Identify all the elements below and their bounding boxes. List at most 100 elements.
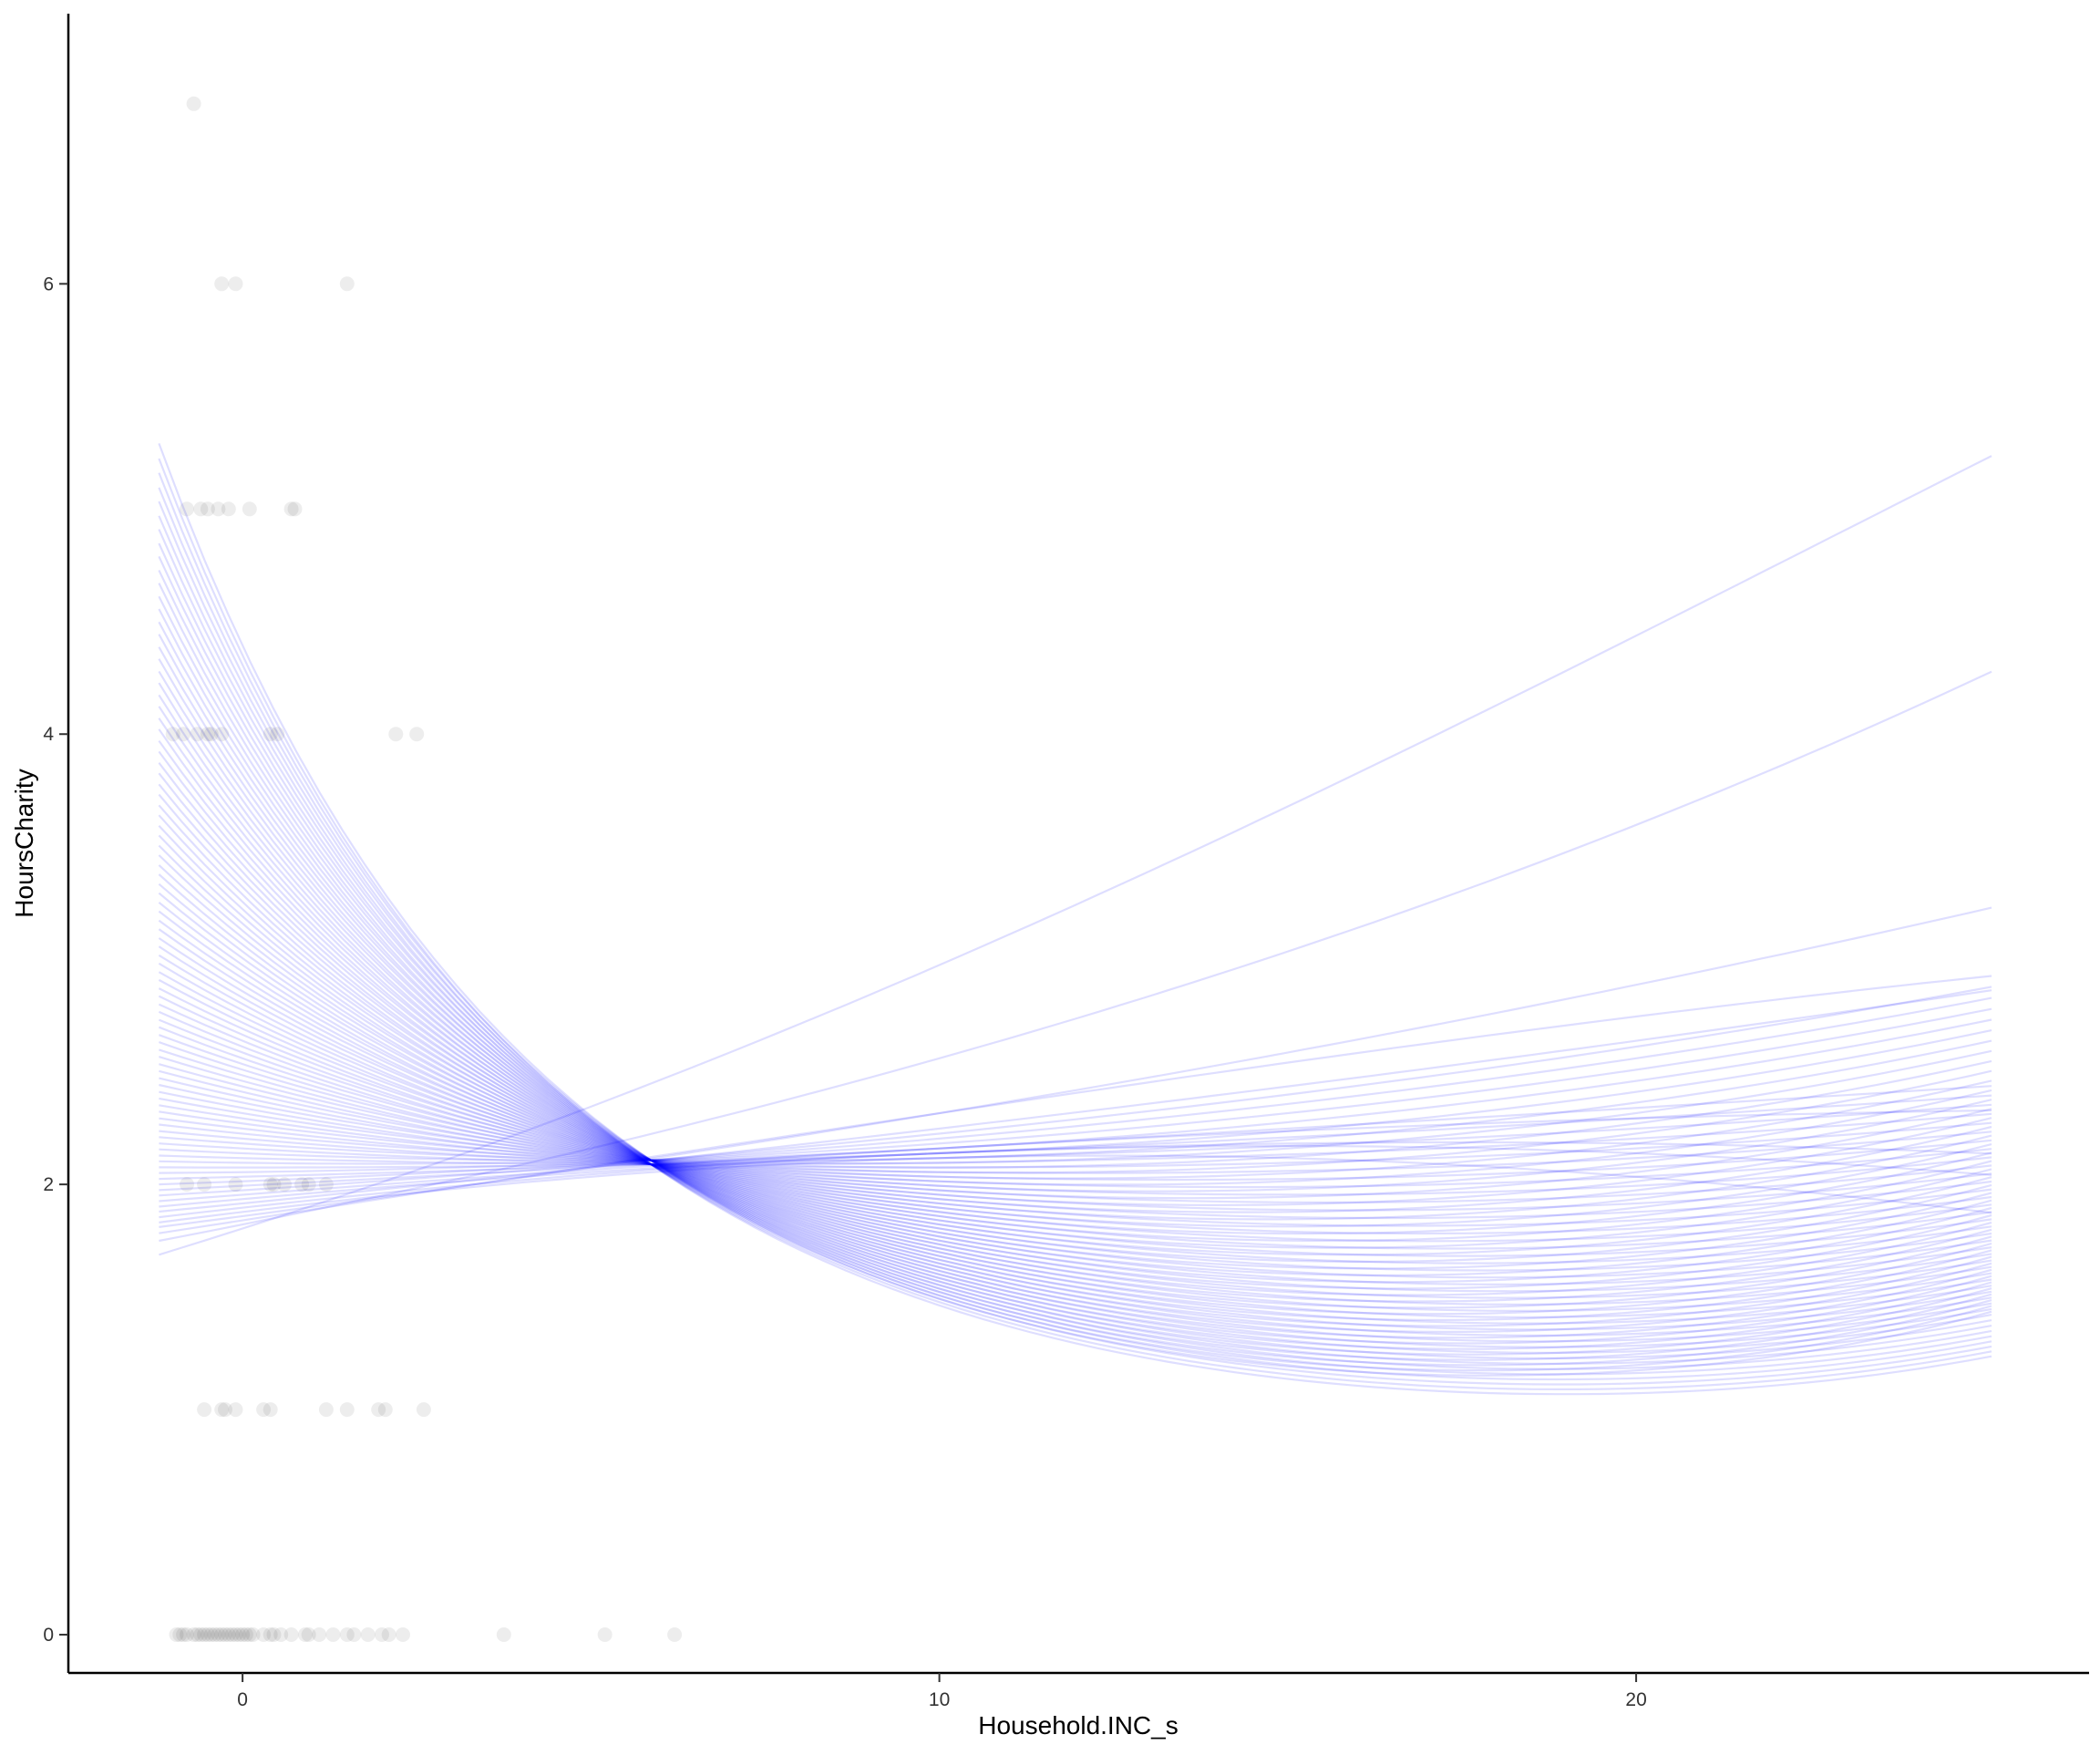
x-tick-label: 0	[237, 1689, 248, 1710]
data-point	[339, 276, 355, 292]
fitted-curve	[158, 910, 1992, 1256]
data-point	[388, 727, 404, 742]
fitted-curve	[158, 804, 1992, 1318]
fitted-curve	[158, 621, 1992, 1365]
data-point	[221, 1627, 236, 1642]
data-point	[197, 1627, 212, 1642]
data-point	[197, 1402, 212, 1418]
data-point	[339, 1402, 355, 1418]
data-point	[176, 727, 191, 742]
data-point	[228, 276, 243, 292]
data-point	[186, 1627, 201, 1642]
data-point	[228, 1402, 243, 1418]
fitted-curve	[158, 883, 1992, 1293]
fitted-curve	[159, 1117, 1992, 1182]
fitted-curve	[159, 975, 1992, 1234]
data-point	[371, 1402, 386, 1418]
fitted-curve	[159, 1077, 1992, 1203]
fitted-curves	[158, 443, 1992, 1396]
data-point	[416, 1402, 431, 1418]
fitted-curve	[158, 954, 1992, 1265]
fitted-curve	[158, 892, 1992, 1263]
data-point	[218, 1402, 232, 1418]
data-point	[180, 1627, 194, 1642]
y-tick-label: 0	[43, 1625, 54, 1646]
data-point	[377, 1402, 393, 1418]
data-point	[381, 1627, 396, 1642]
fitted-curve	[158, 670, 1992, 1354]
data-point	[221, 501, 236, 517]
fitted-curve	[158, 570, 1992, 1376]
data-point	[197, 1177, 212, 1192]
data-point	[180, 1177, 194, 1192]
data-point	[266, 1627, 282, 1642]
fitted-curve	[159, 1069, 1992, 1186]
data-point	[224, 1627, 240, 1642]
data-point	[266, 1177, 282, 1192]
data-point	[312, 1627, 327, 1642]
fitted-curve	[159, 986, 1992, 1197]
fitted-curve	[158, 487, 1992, 1390]
fitted-curve	[159, 1049, 1992, 1165]
fitted-curve	[159, 1154, 1992, 1223]
y-tick-label: 6	[43, 274, 54, 294]
data-point	[228, 1627, 243, 1642]
fitted-curve	[159, 455, 1992, 1256]
fitted-curve	[158, 542, 1992, 1381]
data-point	[283, 1627, 299, 1642]
data-point	[207, 1627, 222, 1642]
data-point	[360, 1627, 376, 1642]
fitted-curve	[158, 515, 1992, 1386]
data-point	[242, 1627, 257, 1642]
data-point	[242, 501, 257, 517]
fitted-curve	[158, 706, 1992, 1322]
fitted-curve	[159, 1121, 1992, 1169]
data-point	[301, 1177, 316, 1192]
fitted-curve	[159, 1069, 1992, 1174]
data-point	[496, 1627, 511, 1642]
y-axis-title: HoursCharity	[10, 769, 38, 917]
fitted-curve	[159, 1085, 1992, 1192]
fitted-curve	[158, 945, 1992, 1242]
data-point	[256, 1627, 272, 1642]
data-point	[396, 1627, 410, 1642]
data-point	[203, 1627, 219, 1642]
fitted-curve	[159, 1029, 1992, 1161]
fitted-curve	[158, 854, 1992, 1276]
fitted-curve	[159, 1090, 1992, 1196]
fitted-curve	[158, 717, 1992, 1343]
data-point	[294, 1177, 310, 1192]
data-point	[203, 727, 219, 742]
data-point	[200, 501, 215, 517]
fitted-curve	[158, 978, 1992, 1228]
data-point	[262, 1627, 278, 1642]
data-point	[238, 1627, 253, 1642]
fitted-curve	[159, 989, 1992, 1213]
fitted-curve	[158, 583, 1992, 1350]
fitted-curve	[158, 864, 1992, 1299]
data-point	[597, 1627, 612, 1642]
fitted-curve	[158, 995, 1992, 1221]
data-point	[193, 1627, 209, 1642]
fitted-curve	[159, 1104, 1992, 1189]
fitted-curve	[159, 1034, 1992, 1227]
fitted-curve	[159, 1048, 1992, 1220]
fitted-curve	[158, 750, 1992, 1309]
fitted-curve	[158, 728, 1992, 1316]
fitted-curve	[158, 962, 1992, 1235]
data-point	[193, 501, 209, 517]
fitted-curve	[159, 1130, 1992, 1174]
data-point	[211, 501, 226, 517]
fitted-curve	[159, 1103, 1992, 1169]
fitted-curve	[159, 1063, 1992, 1212]
data-point	[287, 501, 303, 517]
fitted-curve	[159, 1141, 1992, 1208]
data-point	[228, 1177, 243, 1192]
data-point	[169, 1627, 184, 1642]
fitted-curve	[159, 1109, 1992, 1203]
fitted-curve	[158, 608, 1992, 1345]
data-point	[297, 1627, 313, 1642]
fitted-curve	[158, 682, 1992, 1327]
fitted-curve	[158, 501, 1992, 1367]
